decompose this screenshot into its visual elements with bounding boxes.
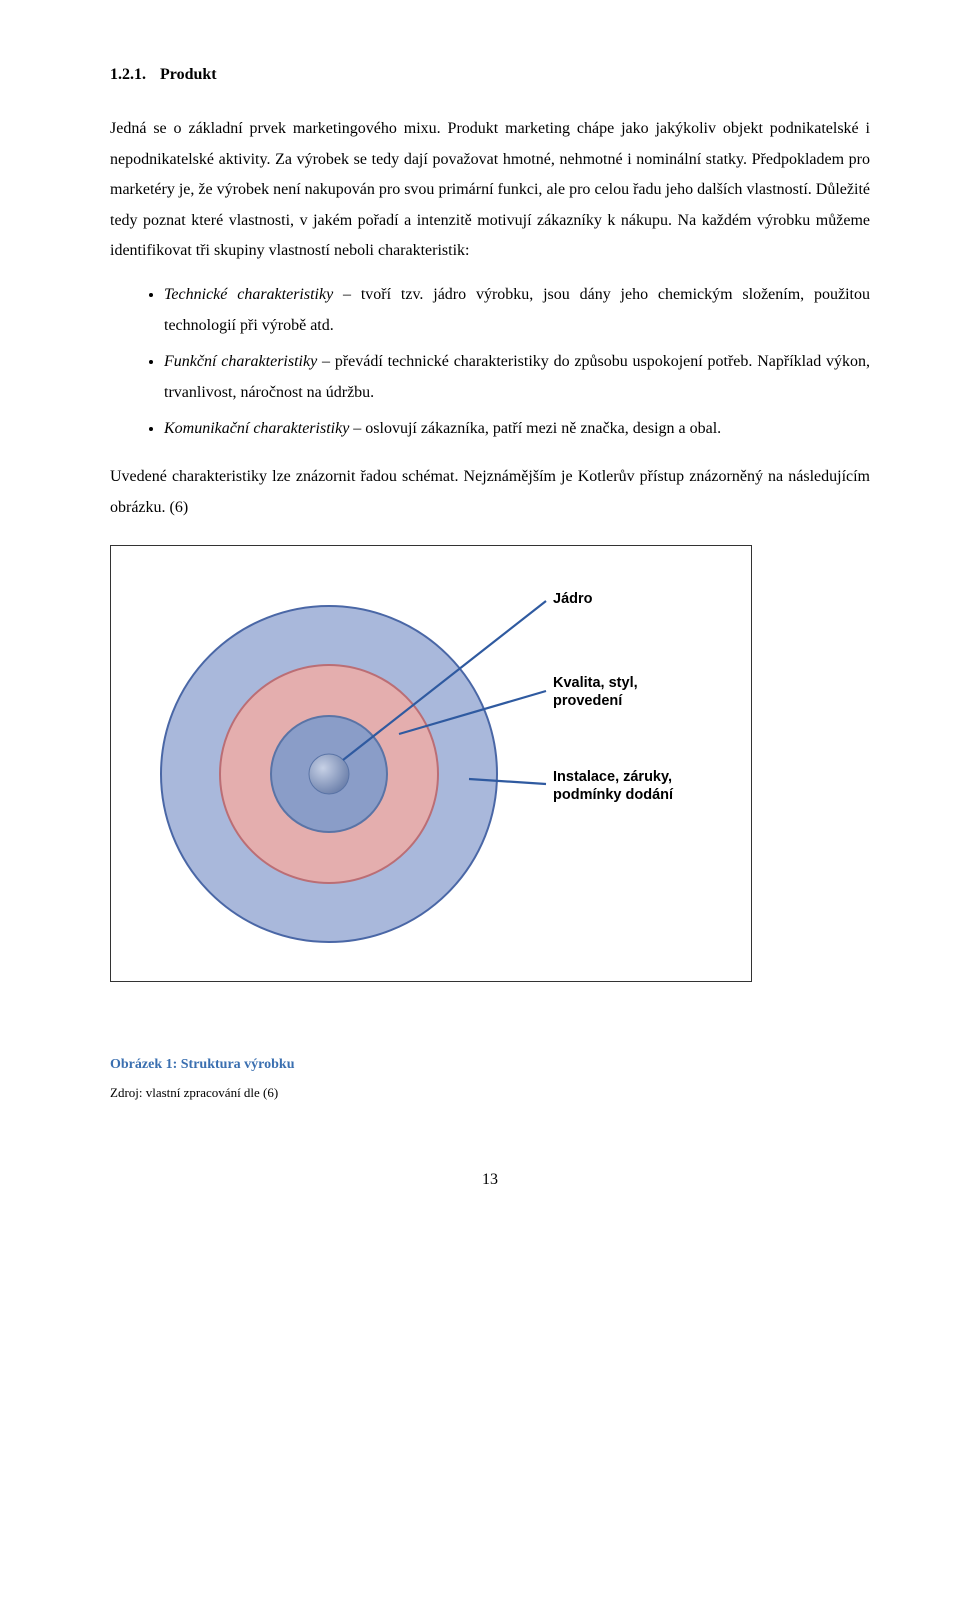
heading-number: 1.2.1.	[110, 66, 146, 83]
paragraph-2: Uvedené charakteristiky lze znázornit řa…	[110, 462, 870, 523]
term: Funkční charakteristiky	[164, 353, 317, 370]
figure-source: Zdroj: vlastní zpracování dle (6)	[110, 1081, 870, 1106]
figure-kotler-rings: Jádro Kvalita, styl, provedení Instalace…	[110, 545, 752, 982]
heading-title: Produkt	[160, 66, 217, 83]
figure-label-core: Jádro	[553, 590, 593, 608]
paragraph-1: Jedná se o základní prvek marketingového…	[110, 114, 870, 266]
section-heading: 1.2.1. Produkt	[110, 60, 870, 90]
figure-label-middle: Kvalita, styl, provedení	[553, 674, 638, 710]
figure-caption: Obrázek 1: Struktura výrobku	[110, 1052, 870, 1079]
page-number: 13	[110, 1165, 870, 1195]
rings-svg	[111, 546, 751, 981]
list-item: Komunikační charakteristiky – oslovují z…	[164, 414, 870, 444]
bullet-list: Technické charakteristiky – tvoří tzv. j…	[110, 280, 870, 444]
list-item: Funkční charakteristiky – převádí techni…	[164, 347, 870, 408]
list-item: Technické charakteristiky – tvoří tzv. j…	[164, 280, 870, 341]
term: Technické charakteristiky	[164, 286, 333, 303]
rest: – oslovují zákazníka, patří mezi ně znač…	[349, 420, 721, 437]
term: Komunikační charakteristiky	[164, 420, 349, 437]
figure-label-outer: Instalace, záruky, podmínky dodání	[553, 768, 673, 804]
